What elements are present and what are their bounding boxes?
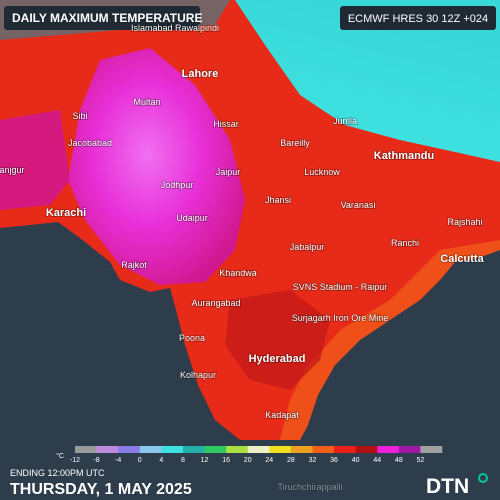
legend-swatch (182, 446, 205, 453)
city: Karachi (46, 207, 86, 219)
legend-tick-label: 24 (265, 457, 273, 464)
city: Islamabad Rawalpindi (131, 23, 219, 33)
legend-swatch (420, 446, 443, 453)
city: Lahore (182, 68, 219, 80)
himalaya (235, 0, 500, 162)
legend-swatch (118, 446, 141, 453)
legend-tick-label: -8 (93, 457, 99, 464)
city-labels: Islamabad Rawalpindi Lahore Multan Sibi … (0, 22, 485, 493)
legend-swatch (204, 446, 227, 453)
logo: DTN (426, 475, 469, 498)
legend-tick-label: 44 (373, 457, 381, 464)
city: Varanasi (341, 200, 376, 210)
city: Poona (179, 333, 205, 343)
legend-tick-label: -4 (115, 457, 121, 464)
city: Kadapat (265, 410, 299, 420)
city: Ranchi (391, 238, 419, 248)
legend-tick-label: 28 (287, 457, 295, 464)
legend-swatch (355, 446, 378, 453)
legend: -12 -8 -4 0 4 8 12 16 20 24 28 32 36 40 44 48 52 (70, 446, 443, 464)
west-magenta (0, 110, 70, 210)
legend-tick-label: 12 (201, 457, 209, 464)
city: Kolhapur (180, 370, 216, 380)
model: ECMWF HRES 30 12Z +024 (348, 13, 488, 25)
city: Rajkot (121, 260, 147, 270)
legend-tick-label: 32 (309, 457, 317, 464)
legend-tick-label: 0 (138, 457, 142, 464)
legend-swatch (290, 446, 313, 453)
city: Calcutta (440, 253, 484, 265)
city: Khandwa (219, 268, 257, 278)
coastal-orange (280, 240, 500, 440)
legend-swatch (161, 446, 184, 453)
model-box (340, 6, 496, 30)
city: SVNS Stadium - Raipur (293, 282, 388, 292)
city: Hissar (213, 119, 239, 129)
city: Rajshahi (447, 217, 482, 227)
title: DAILY MAXIMUM TEMPERATURE (12, 11, 202, 25)
city: Bareilly (280, 138, 310, 148)
legend-swatch (269, 446, 292, 453)
legend-swatch (334, 446, 356, 453)
legend-swatch (398, 446, 421, 453)
legend-swatch (312, 446, 335, 453)
city: Tiruchchirappalli (277, 482, 342, 492)
city: Jaipur (216, 167, 241, 177)
city: Jabalpur (290, 242, 325, 252)
legend-swatch (377, 446, 400, 453)
legend-tick-label: 48 (395, 457, 403, 464)
legend-tick-label: 52 (417, 457, 425, 464)
city: Jhansi (265, 195, 291, 205)
legend-tick-label: 4 (159, 457, 163, 464)
ending: ENDING 12:00PM UTC (10, 468, 105, 478)
city: Jacobabad (68, 138, 112, 148)
inland-darkred (225, 290, 330, 390)
legend-tick-label: 36 (330, 457, 338, 464)
city: Jodhpur (161, 180, 194, 190)
legend-swatch (139, 446, 162, 453)
legend-swatch (247, 446, 270, 453)
city: Multan (133, 97, 160, 107)
city: Sibi (72, 111, 87, 121)
legend-unit: °C (56, 452, 64, 460)
legend-tick-label: 16 (222, 457, 230, 464)
legend-tick-label: 40 (352, 457, 360, 464)
city: Aurangabad (191, 298, 240, 308)
legend-tick-label: 8 (181, 457, 185, 464)
legend-tick-label: 20 (244, 457, 252, 464)
legend-swatch (96, 446, 119, 453)
legend-swatch (226, 446, 249, 453)
legend-swatch (75, 446, 97, 453)
city: Kathmandu (374, 150, 435, 162)
city: Hyderabad (249, 353, 306, 365)
date: THURSDAY, 1 MAY 2025 (10, 481, 192, 498)
city: Surjagarh Iron Ore Mine (292, 313, 389, 323)
city: Jumla (333, 116, 357, 126)
logo-dot (478, 473, 488, 483)
title-box (4, 6, 200, 30)
city: anjgur (0, 165, 25, 175)
city: Lucknow (304, 167, 340, 177)
legend-tick-label: -12 (70, 457, 80, 464)
city: Udaipur (176, 213, 208, 223)
heat-core (68, 48, 245, 285)
